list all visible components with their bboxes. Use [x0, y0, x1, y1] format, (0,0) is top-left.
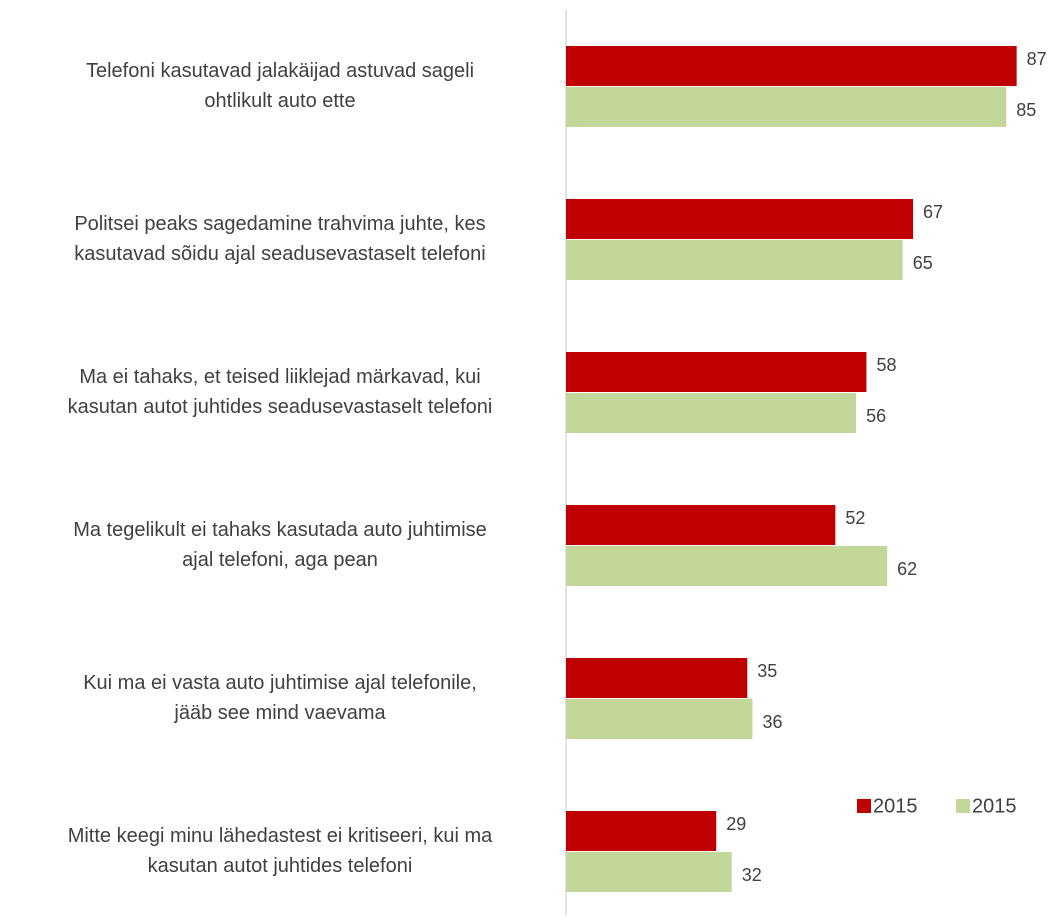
- category-label: Telefoni kasutavad jalakäijad astuvad sa…: [85, 60, 475, 112]
- bar: [566, 811, 717, 851]
- category-label: Ma tegelikult ei tahaks kasutada auto ju…: [73, 519, 487, 571]
- bar: [566, 46, 1017, 86]
- bar: [566, 393, 857, 433]
- value-label: 62: [897, 559, 917, 579]
- bar: [566, 699, 753, 739]
- value-label: 36: [762, 712, 782, 732]
- legend-swatch: [857, 799, 871, 813]
- bar: [566, 852, 732, 892]
- value-label: 87: [1027, 49, 1047, 69]
- legend-label: 2015: [972, 795, 1017, 817]
- value-label: 29: [726, 814, 746, 834]
- value-label: 65: [913, 253, 933, 273]
- bar: [566, 658, 748, 698]
- bar: [566, 87, 1007, 127]
- category-label: Ma ei tahaks, et teised liiklejad märkav…: [67, 366, 493, 418]
- category-label: Kui ma ei vasta auto juhtimise ajal tele…: [83, 672, 477, 724]
- value-label: 32: [742, 865, 762, 885]
- bar: [566, 352, 867, 392]
- bar: [566, 505, 836, 545]
- bar: [566, 199, 914, 239]
- category-label: Politsei peaks sagedamine trahvima juhte…: [74, 213, 486, 265]
- legend-swatch: [956, 799, 970, 813]
- bar: [566, 240, 903, 280]
- value-label: 35: [757, 661, 777, 681]
- category-label: Mitte keegi minu lähedastest ei kritisee…: [67, 825, 493, 877]
- value-label: 52: [845, 508, 865, 528]
- legend-label: 2015: [873, 795, 918, 817]
- bar: [566, 546, 888, 586]
- value-label: 56: [866, 406, 886, 426]
- value-label: 58: [876, 355, 896, 375]
- value-label: 67: [923, 202, 943, 222]
- value-label: 85: [1016, 100, 1036, 120]
